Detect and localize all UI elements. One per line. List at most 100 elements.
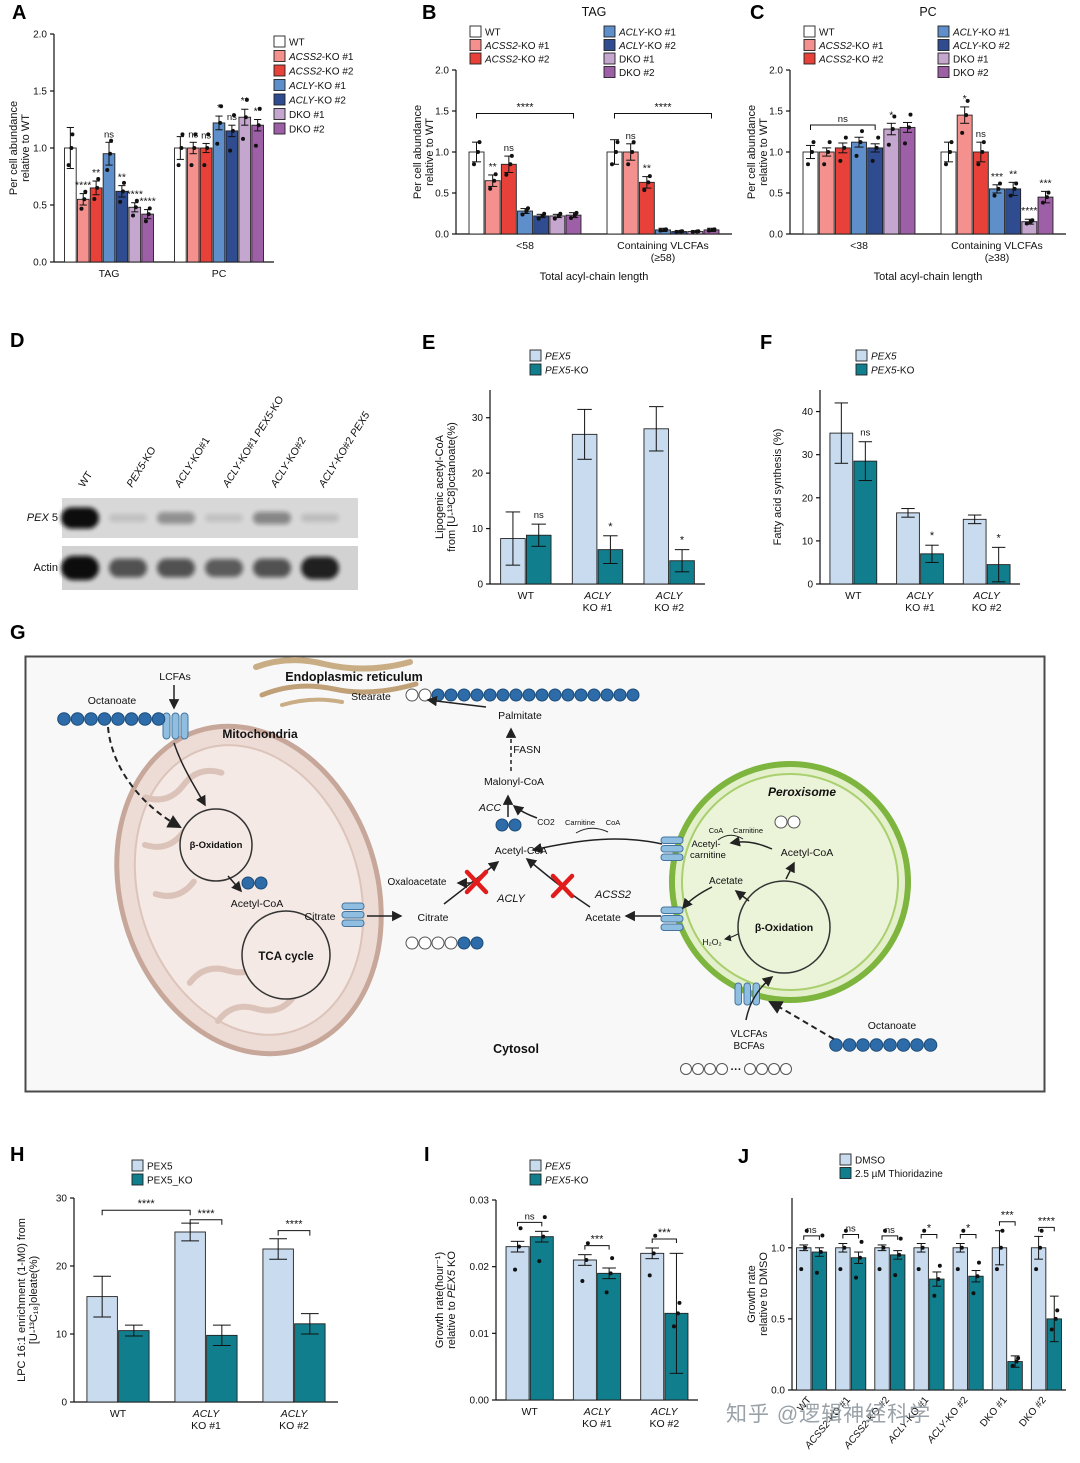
x-tick-label: Containing VLCFAs (≥58) [617,240,709,264]
data-point [818,1250,823,1255]
legend-label: PEX5 [545,1162,571,1173]
octanoate-chain-left [57,712,166,726]
y-tick-label: 0.03 [470,1196,490,1207]
legend-swatch [273,122,286,135]
diagram-label: Stearate [351,691,391,703]
legend-swatch [803,52,816,65]
data-point [893,1273,898,1278]
data-point [610,162,615,167]
data-point [843,135,848,140]
blot-band [157,558,195,578]
legend-swatch [529,349,542,362]
diagram-labels: Endoplasmic reticulum Stearate Palmitate FA… [88,670,917,1076]
data-point [476,150,481,154]
data-point [580,1279,585,1283]
legend-label: WT [819,28,835,39]
data-point [95,185,100,190]
data-point [82,197,87,202]
legend-swatch [273,108,286,120]
sig-bracket [803,1235,820,1240]
data-point [92,197,97,202]
legend-label: PEX5-KO [545,366,589,377]
data-point [231,113,236,118]
sig-bracket [584,1245,610,1250]
bar [956,114,973,235]
sig-label: * [608,521,613,533]
data-point [542,211,547,216]
data-point [244,97,249,102]
y-tick-label: 0 [807,580,813,591]
data-point [680,229,685,234]
acetylcoa-beads-perox [774,815,801,829]
data-point [105,167,110,172]
vlcfa-beads [680,1063,792,1075]
x-tick-label: DKO #1 [978,1395,1010,1430]
bar [468,151,485,235]
y-tick-label: 30 [802,450,814,461]
data-point [206,132,211,137]
diagram-label: Carnitine [565,818,595,827]
sig-label: ns [838,114,848,125]
y-tick-label: 1.0 [435,148,449,159]
x-tick-label: DKO #2 [1017,1395,1049,1430]
panel-j-chart: 0.0 0.5 1.0 Growth raterelative to DMSO ns ns… [742,1148,1074,1459]
legend-label: DKO #1 [953,55,989,66]
data-point [964,113,969,118]
bar [206,1334,238,1403]
data-point [513,1267,518,1272]
data-point [920,1245,925,1250]
bar [262,1248,294,1403]
perox-carnitine-transporter-icon [660,836,684,861]
bar [962,518,987,585]
bar [818,151,835,235]
sig-label: * [680,535,685,547]
chart-svg: 0.00 0.01 0.02 0.03 Growth rate(hour⁻¹)relat… [434,1159,698,1430]
data-point [542,1215,547,1220]
stearate-chain [405,688,640,702]
data-point [675,1311,680,1316]
data-point [886,142,891,147]
data-point [858,1255,863,1260]
legend-swatch [839,1167,852,1179]
bar [834,147,851,235]
data-point [647,1273,652,1278]
data-point [677,1300,682,1305]
sig-label: ** [1009,168,1017,180]
blot-band [157,512,195,524]
data-point [642,188,647,193]
data-point [1008,193,1013,198]
diagram-label: BCFAs [733,1041,764,1052]
beta-oxidation-circle-mito [179,808,253,882]
y-tick-label: 0.02 [470,1262,490,1273]
data-point [902,141,907,146]
chart-svg: 0.0 0.5 1.0 1.5 2.0 Per cell abundancerelativ… [412,5,732,283]
x-tick-label: WT [518,590,535,602]
chart-svg: 0.0 0.5 1.0 1.5 2.0 Per cell abundancerelativ… [746,5,1066,283]
sig-bracket [998,1221,1016,1226]
legend-swatch [803,39,816,51]
data-point [604,1290,609,1295]
y-tick-label: 2.0 [435,66,449,77]
data-point [631,140,636,145]
sig-label: * [963,93,967,105]
data-point [202,163,207,168]
data-point [898,1236,903,1241]
data-point [671,1324,676,1329]
bar [850,1257,867,1391]
bar [529,1236,554,1401]
octanoate-chain-right [829,1038,938,1052]
data-point [120,189,125,194]
panel-c-chart: 0.0 0.5 1.0 1.5 2.0 Per cell abundancerelativ… [742,2,1074,321]
data-point [552,216,557,221]
chart-svg: 0 10 20 30 40 Fatty acid synthesis (%) ns * * WT A… [772,349,1020,614]
bar [500,163,517,235]
y-tick-label: 10 [56,1330,68,1341]
blot-band [109,514,147,522]
data-point [998,181,1002,186]
sig-label: ** [118,172,126,184]
sig-label: **** [1021,205,1037,217]
sig-bracket [651,1238,677,1243]
data-point [806,162,811,167]
data-point [134,198,139,203]
